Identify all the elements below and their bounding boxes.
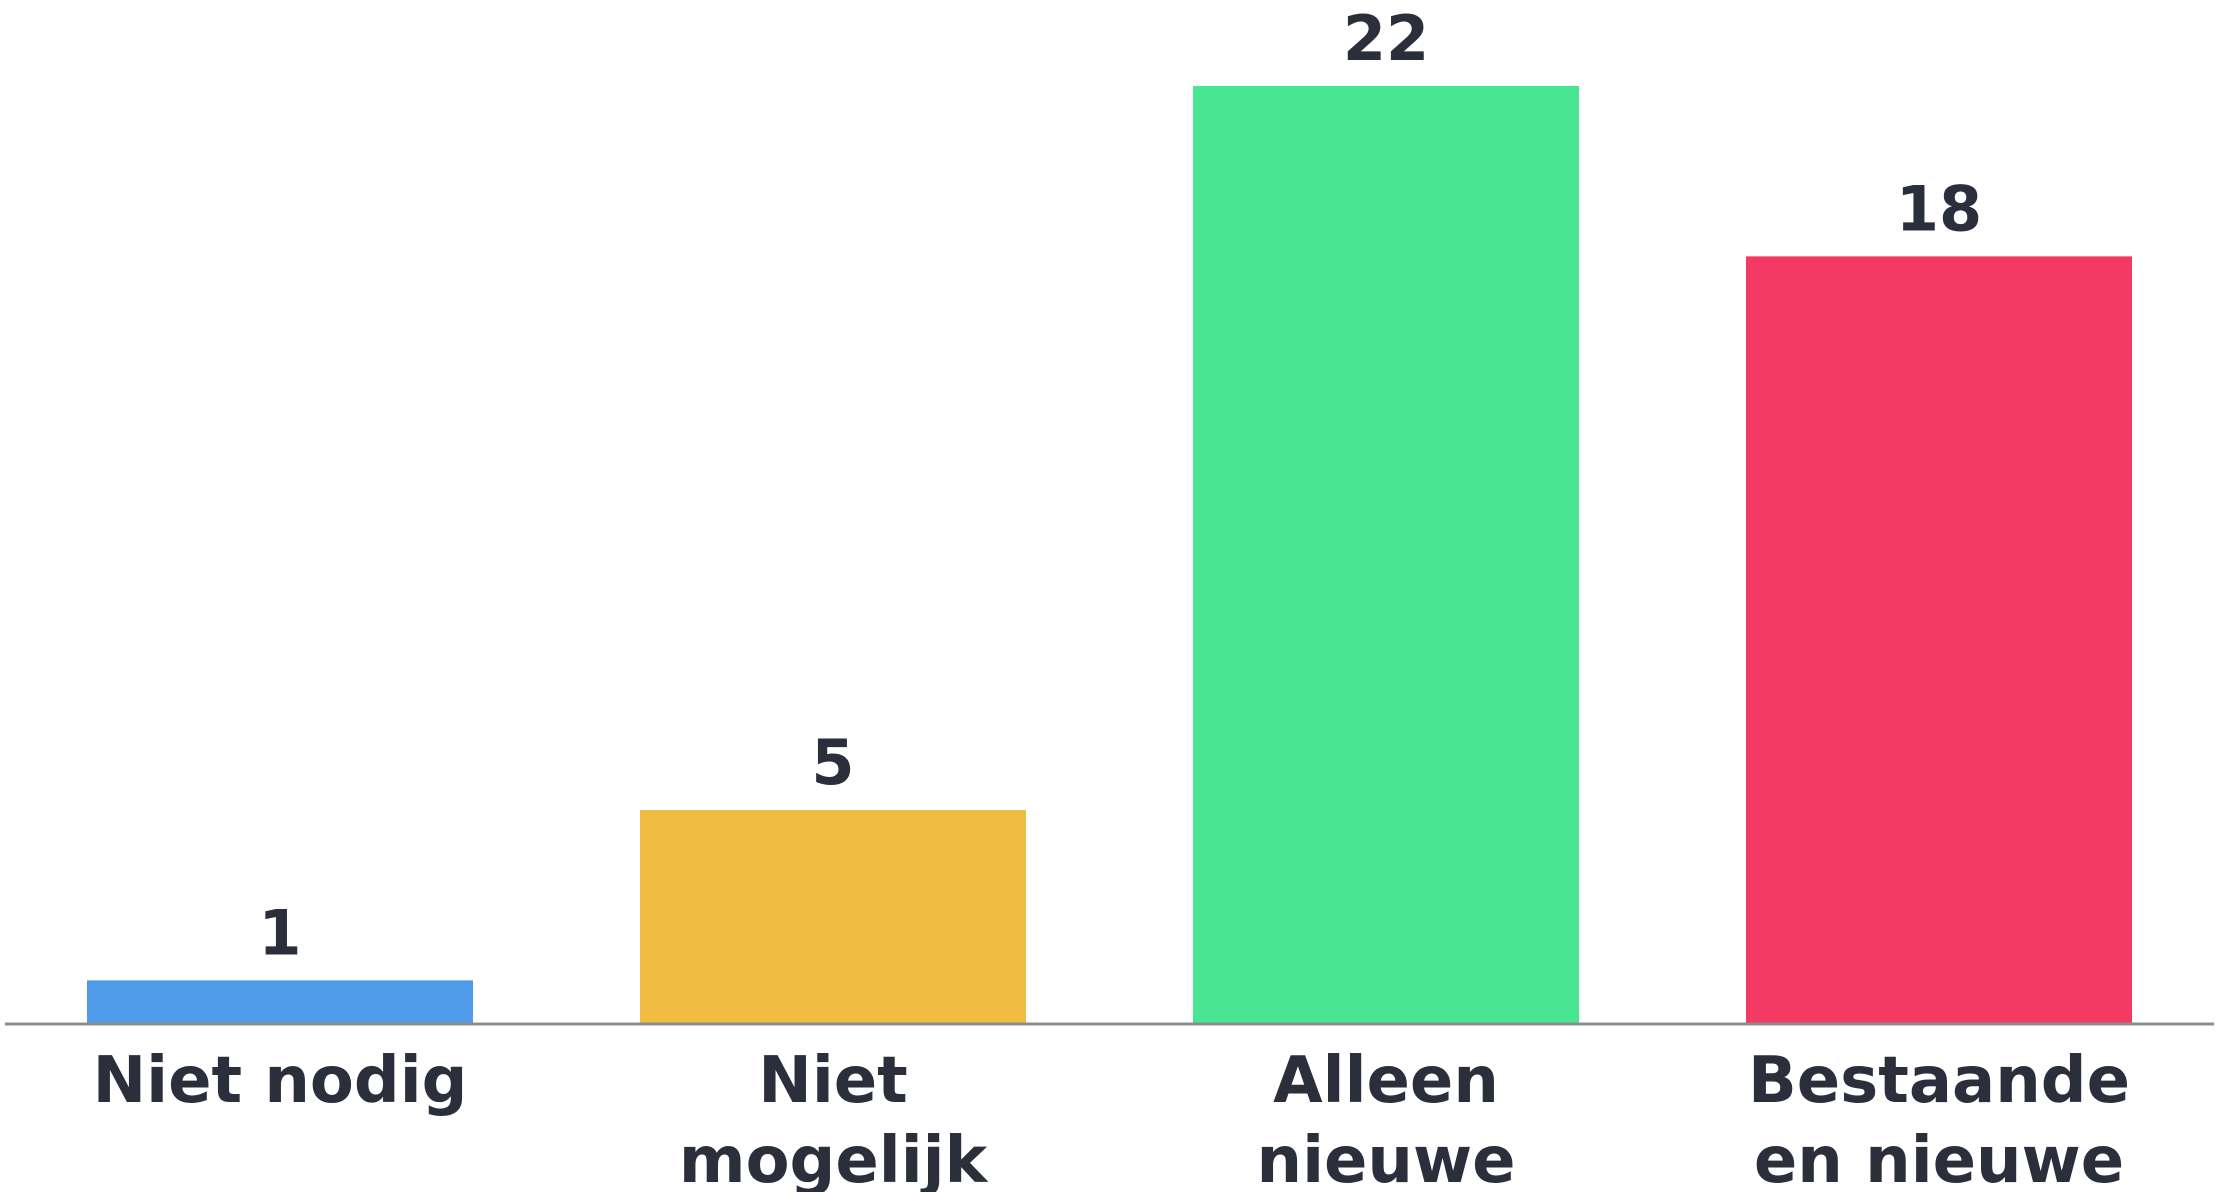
data-label-1: 5	[811, 726, 854, 799]
bar-2	[1193, 86, 1579, 1023]
category-label-0-line-0: Niet nodig	[93, 1044, 468, 1118]
category-label-2-line-1: nieuwe	[1257, 1124, 1516, 1192]
bar-3	[1746, 256, 2132, 1023]
bar-1	[640, 810, 1026, 1023]
category-label-1-line-0: Niet	[758, 1044, 908, 1118]
bars-group	[87, 86, 2132, 1023]
data-label-2: 22	[1343, 2, 1429, 75]
category-label-3-line-1: en nieuwe	[1754, 1124, 2124, 1192]
value-labels-group: 1 5 22 18	[258, 2, 1982, 969]
category-label-1-line-1: mogelijk	[679, 1124, 989, 1192]
data-label-3: 18	[1896, 172, 1982, 245]
category-label-2-line-0: Alleen	[1273, 1044, 1499, 1118]
data-label-0: 1	[258, 896, 301, 969]
category-label-3-line-0: Bestaande	[1748, 1044, 2130, 1118]
bar-0	[87, 980, 473, 1023]
